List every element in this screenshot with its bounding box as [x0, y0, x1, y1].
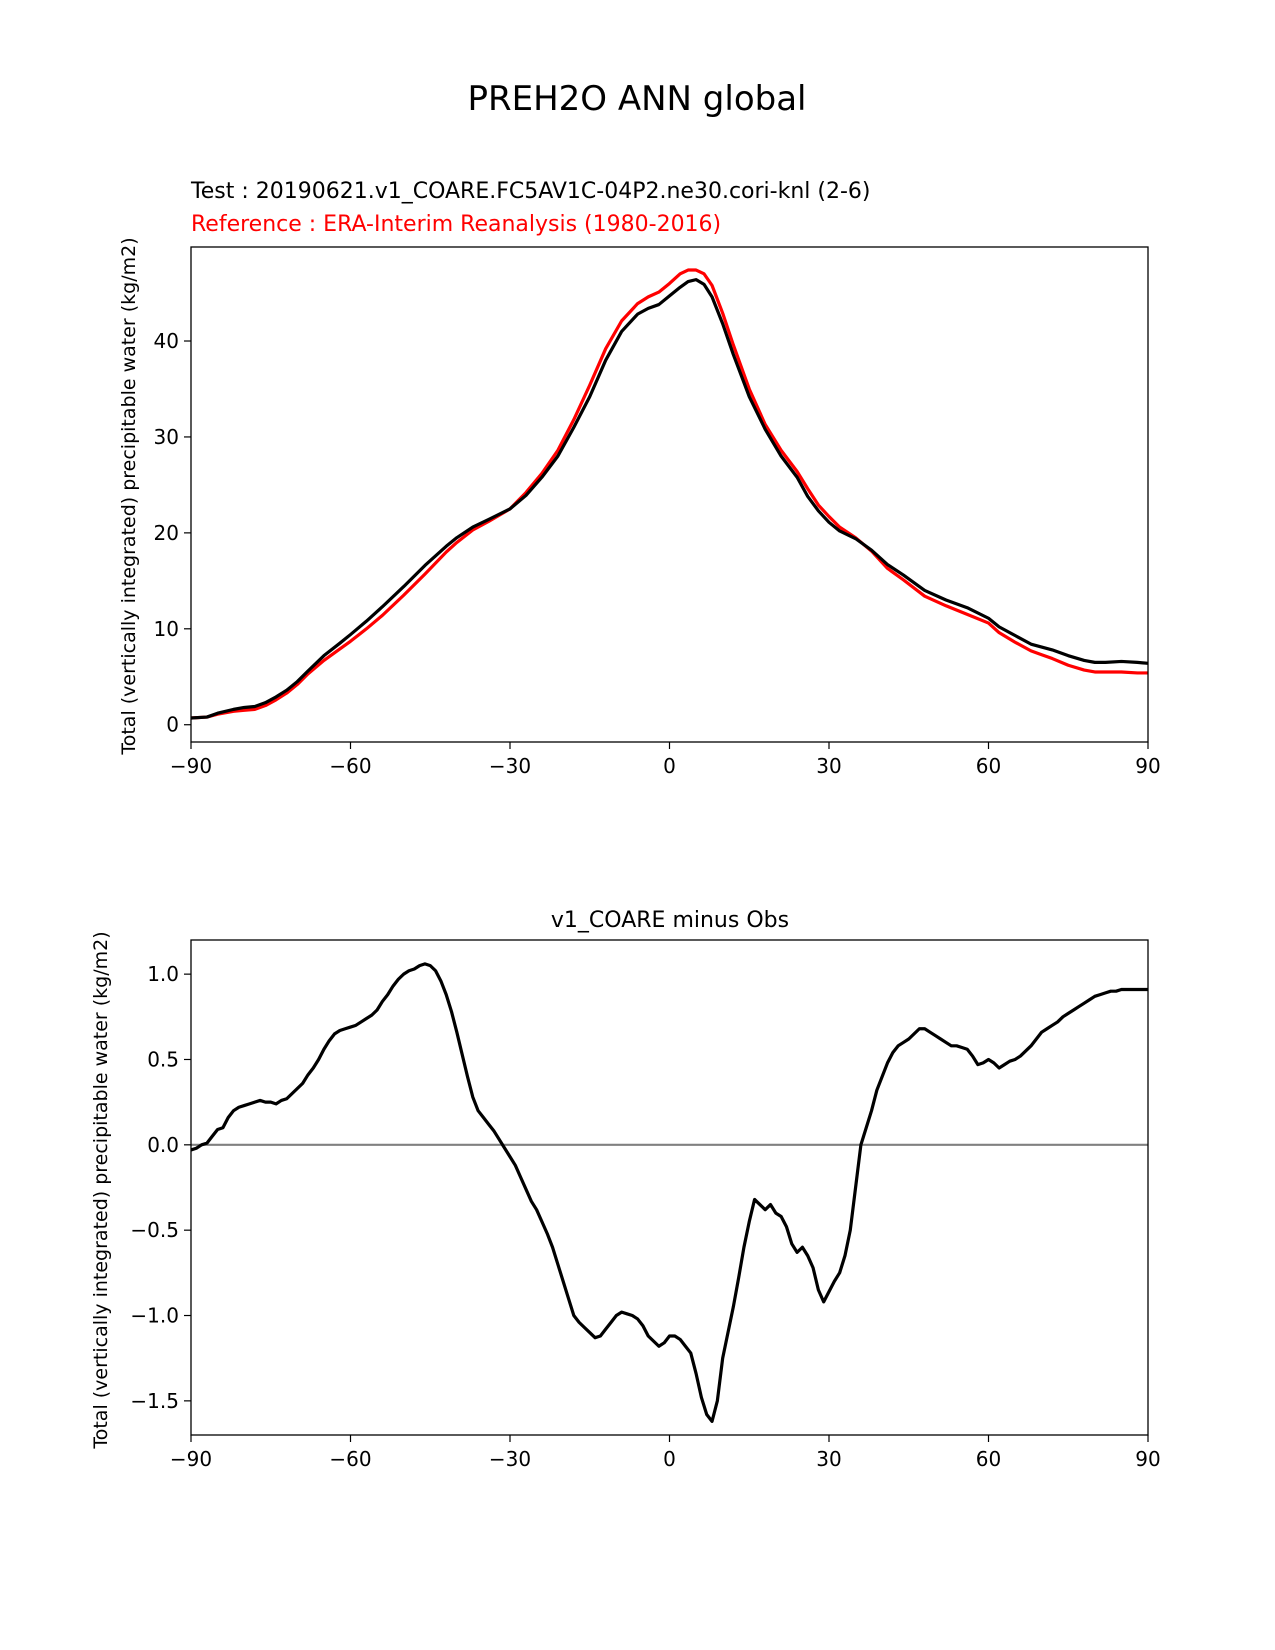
test-series-line: [190, 278, 1149, 720]
top-series-group: [190, 268, 1149, 720]
y-tick-label: 10: [154, 617, 179, 641]
reference-series-line: [190, 268, 1148, 720]
y-tick-label: 0.0: [147, 1133, 179, 1157]
top-panel: Test : 20190621.v1_COARE.FC5AV1C-04P2.ne…: [118, 179, 1161, 778]
bottom-y-axis-label: Total (vertically integrated) precipitab…: [90, 931, 112, 1449]
y-tick-label: −0.5: [130, 1218, 179, 1242]
reference-label: Reference : ERA-Interim Reanalysis (1980…: [191, 212, 721, 237]
x-tick-label: −30: [489, 1447, 531, 1471]
x-tick-label: −90: [170, 754, 212, 778]
bottom-panel: v1_COARE minus Obs Total (vertically int…: [90, 908, 1161, 1471]
x-tick-label: 90: [1135, 754, 1160, 778]
y-tick-label: 0: [166, 713, 179, 737]
bottom-series-group: [190, 962, 1148, 1423]
difference-title: v1_COARE minus Obs: [551, 908, 789, 933]
x-tick-label: 30: [816, 754, 841, 778]
y-tick-label: 0.5: [147, 1047, 179, 1071]
y-tick-label: −1.5: [130, 1389, 179, 1413]
y-tick-label: 40: [154, 329, 179, 353]
difference-series-line: [190, 962, 1148, 1423]
bottom-plot-frame: [190, 939, 1149, 1436]
top-axes: −90 −60 −30 0 30 60 90 0 10 20 30 40: [154, 329, 1161, 778]
x-tick-label: 0: [663, 754, 676, 778]
y-tick-label: 30: [154, 425, 179, 449]
figure-title: PREH2O ANN global: [467, 79, 806, 119]
x-tick-label: 0: [663, 1447, 676, 1471]
x-tick-label: −60: [329, 1447, 371, 1471]
x-tick-label: 60: [976, 754, 1001, 778]
y-tick-label: 1.0: [147, 962, 179, 986]
x-tick-label: 60: [976, 1447, 1001, 1471]
y-tick-label: 20: [154, 521, 179, 545]
x-tick-label: −60: [329, 754, 371, 778]
x-tick-label: −90: [170, 1447, 212, 1471]
x-tick-label: −30: [489, 754, 531, 778]
x-tick-label: 30: [816, 1447, 841, 1471]
bottom-axes: −90 −60 −30 0 30 60 90 1.0 0.5 0.0 −0.5 −1.0 −1.5: [130, 962, 1160, 1471]
top-plot-frame: [190, 246, 1149, 743]
y-tick-label: −1.0: [130, 1304, 179, 1328]
x-tick-label: 90: [1135, 1447, 1160, 1471]
test-label: Test : 20190621.v1_COARE.FC5AV1C-04P2.ne…: [190, 179, 871, 204]
top-y-axis-label: Total (vertically integrated) precipitab…: [118, 237, 140, 755]
